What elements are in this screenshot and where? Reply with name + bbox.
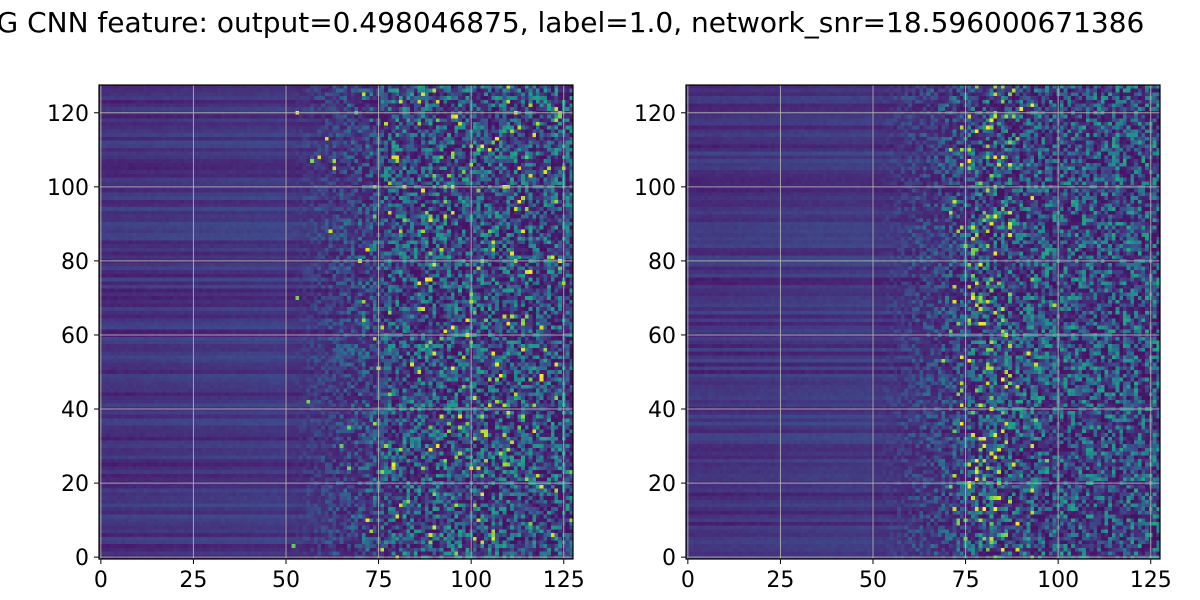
figure-title: UG CNN feature: output=0.498046875, labe… bbox=[0, 6, 1200, 46]
left-ytick-label-100: 100 bbox=[47, 176, 89, 201]
heatmap-panel-left: 0 25 50 75 100 125 0 20 40 60 80 100 120 bbox=[47, 84, 585, 593]
heatmap-axes-left: 0 25 50 75 100 125 0 20 40 60 80 100 120 bbox=[47, 84, 585, 593]
left-ytick-label-120: 120 bbox=[47, 102, 89, 127]
left-ytick-label-40: 40 bbox=[61, 398, 89, 423]
left-xtick-label-100: 100 bbox=[450, 568, 492, 593]
right-axes-frame bbox=[685, 84, 1161, 560]
right-xtick-label-75: 75 bbox=[952, 568, 980, 593]
right-ytick-label-0: 0 bbox=[662, 546, 676, 571]
right-ytick-label-60: 60 bbox=[648, 324, 676, 349]
left-ytick-label-0: 0 bbox=[75, 546, 89, 571]
heatmap-image-right bbox=[686, 85, 1160, 559]
left-axes-frame bbox=[98, 84, 574, 560]
right-xtick-label-25: 25 bbox=[766, 568, 794, 593]
right-xtick-label-125: 125 bbox=[1130, 568, 1172, 593]
right-ytick-label-120: 120 bbox=[634, 102, 676, 127]
left-ytick-label-80: 80 bbox=[61, 250, 89, 275]
figure-title-text: UG CNN feature: output=0.498046875, labe… bbox=[0, 6, 1145, 39]
right-ytick-label-20: 20 bbox=[648, 472, 676, 497]
right-xtick-label-0: 0 bbox=[681, 568, 695, 593]
right-ytick-label-40: 40 bbox=[648, 398, 676, 423]
left-ytick-label-60: 60 bbox=[61, 324, 89, 349]
right-ytick-label-80: 80 bbox=[648, 250, 676, 275]
left-ytick-label-20: 20 bbox=[61, 472, 89, 497]
left-xtick-label-50: 50 bbox=[272, 568, 300, 593]
heatmap-image-left bbox=[99, 85, 573, 559]
left-xtick-label-125: 125 bbox=[543, 568, 585, 593]
right-xtick-label-50: 50 bbox=[859, 568, 887, 593]
left-xtick-label-25: 25 bbox=[179, 568, 207, 593]
right-xtick-label-100: 100 bbox=[1037, 568, 1079, 593]
left-xtick-label-0: 0 bbox=[94, 568, 108, 593]
left-xtick-label-75: 75 bbox=[365, 568, 393, 593]
right-ytick-label-100: 100 bbox=[634, 176, 676, 201]
